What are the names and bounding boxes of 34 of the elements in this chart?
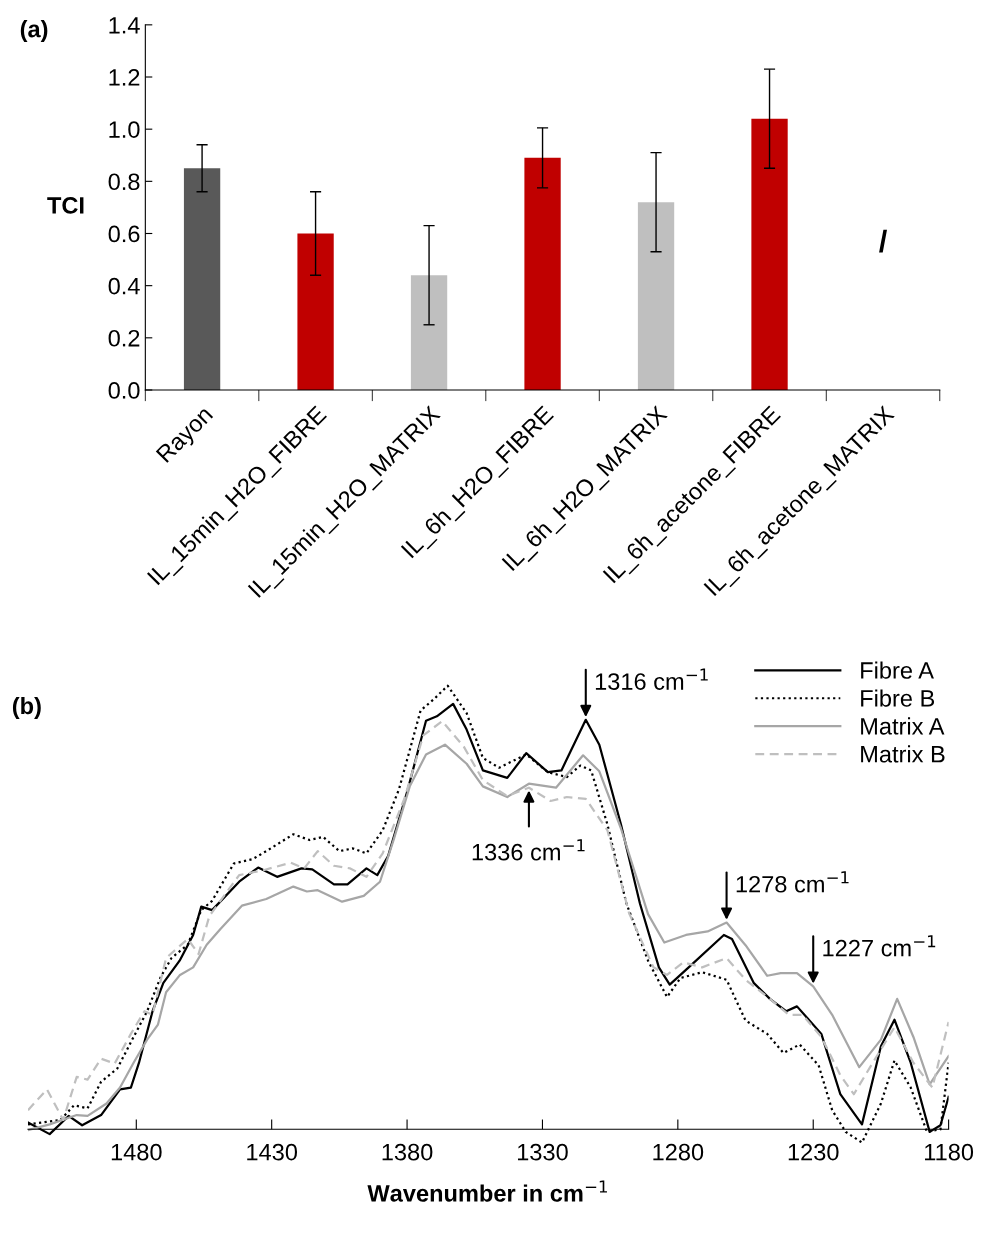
- legend-label: Matrix B: [861, 745, 945, 763]
- x-tick-label: 1380: [382, 1143, 433, 1161]
- y-axis-title: TCI: [47, 197, 84, 214]
- legend-label: Fibre B: [861, 689, 935, 707]
- bar: [637, 202, 675, 390]
- x-tick-label: 1280: [653, 1143, 704, 1161]
- bar: [183, 168, 221, 390]
- bar: [524, 157, 561, 390]
- y-tick-label: 0.0: [108, 382, 140, 399]
- legend-label: Matrix A: [861, 717, 945, 735]
- x-tick-label: 1180: [925, 1143, 974, 1161]
- y-tick-label: 0.6: [108, 225, 140, 243]
- bar: [751, 118, 788, 390]
- x-axis-title: Wavenumber in cm$^{−1}$: [367, 1180, 607, 1202]
- x-tick-label: 1480: [111, 1143, 162, 1161]
- bar: [410, 275, 448, 390]
- y-tick-label: 1.2: [109, 69, 140, 86]
- y-tick-label: 1.0: [109, 121, 140, 138]
- chart-title: (b): [12, 696, 41, 719]
- annotation: 1336 cm$^{−1}$: [472, 839, 585, 861]
- y-tick-label: 1.4: [109, 17, 140, 34]
- bar: [297, 233, 334, 390]
- y-tick-label: 0.4: [108, 277, 140, 295]
- x-tick-label: 1330: [517, 1143, 568, 1161]
- legend-label: Fibre A: [861, 661, 934, 679]
- annotation: 1278 cm$^{−1}$: [736, 871, 849, 893]
- chart-title: (a): [20, 20, 48, 43]
- x-tick-label: 1230: [788, 1143, 839, 1161]
- y-tick-label: 0.2: [108, 329, 140, 347]
- annotation: 1227 cm$^{−1}$: [823, 935, 936, 957]
- annotation: 1316 cm$^{−1}$: [595, 668, 708, 690]
- annotation: /: [879, 229, 887, 253]
- x-tick-label: 1430: [247, 1143, 298, 1161]
- y-tick-label: 0.8: [108, 173, 140, 191]
